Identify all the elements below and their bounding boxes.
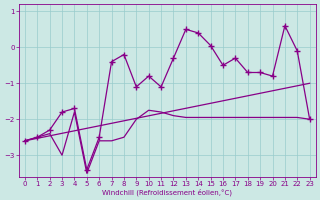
X-axis label: Windchill (Refroidissement éolien,°C): Windchill (Refroidissement éolien,°C) — [102, 188, 232, 196]
